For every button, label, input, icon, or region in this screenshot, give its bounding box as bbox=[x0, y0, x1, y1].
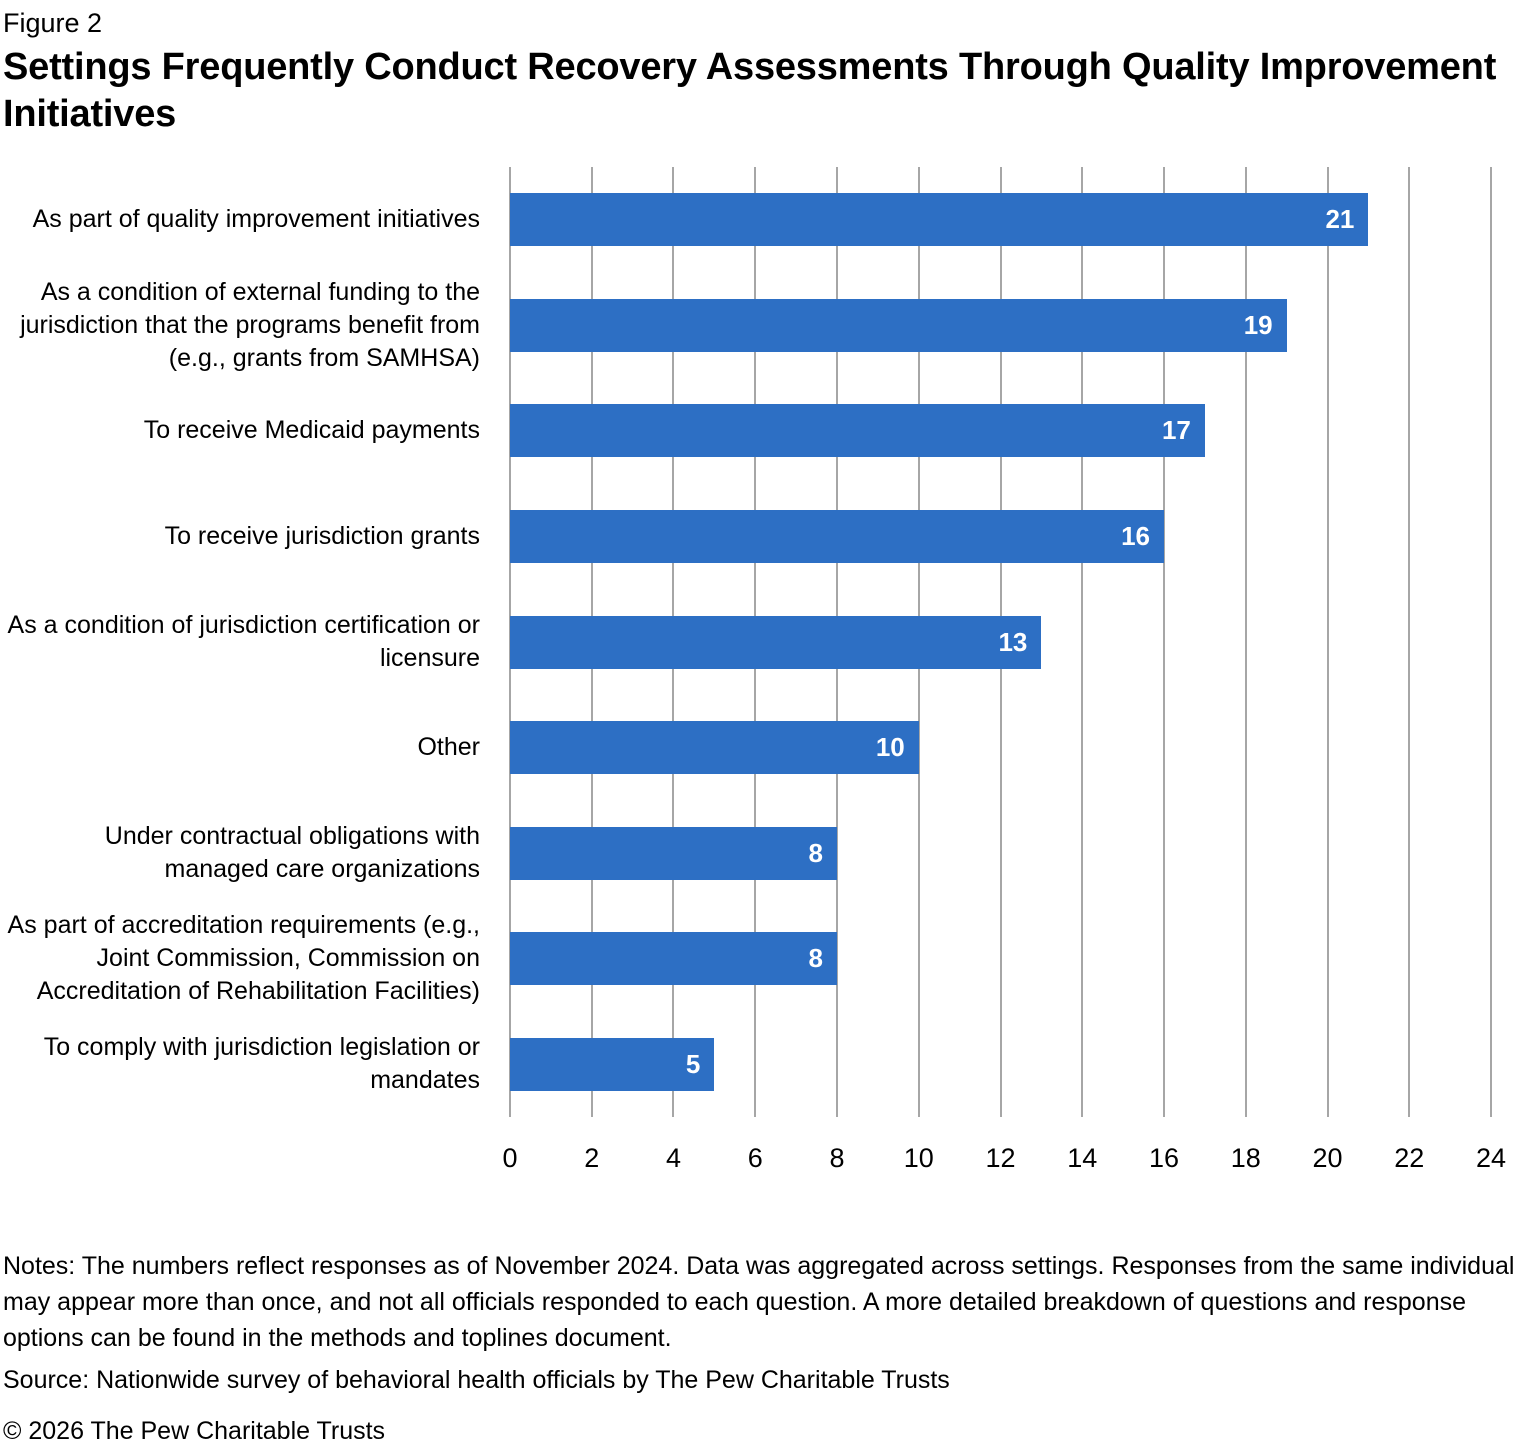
category-label: To comply with jurisdiction legislation … bbox=[43, 1033, 480, 1095]
copyright-text: © 2026 The Pew Charitable Trusts bbox=[3, 1417, 386, 1445]
x-tick-label: 10 bbox=[903, 1143, 934, 1173]
category-label: As part of quality improvement initiativ… bbox=[32, 205, 480, 234]
bar-value-label: 8 bbox=[808, 837, 823, 868]
source-text: Source: Nationwide survey of behavioral … bbox=[3, 1366, 950, 1394]
x-tick-label: 4 bbox=[665, 1143, 681, 1173]
x-tick-label: 12 bbox=[985, 1143, 1016, 1173]
x-tick-label: 8 bbox=[829, 1143, 845, 1173]
gridline bbox=[1081, 167, 1084, 1117]
bar-value-label: 13 bbox=[998, 626, 1028, 657]
gridline bbox=[1244, 167, 1247, 1117]
bar-value-label: 16 bbox=[1121, 520, 1150, 551]
bar: 19 bbox=[510, 298, 1287, 352]
x-tick-label: 6 bbox=[747, 1143, 763, 1173]
x-tick-label: 24 bbox=[1475, 1143, 1507, 1173]
bar: 16 bbox=[510, 509, 1164, 563]
x-tick-label: 16 bbox=[1148, 1143, 1180, 1173]
bar-value-label: 5 bbox=[685, 1048, 701, 1079]
bar: 21 bbox=[510, 193, 1369, 247]
category-label: Under contractual obligations with manag… bbox=[104, 822, 480, 884]
x-tick-label: 2 bbox=[584, 1143, 600, 1173]
gridline bbox=[1408, 167, 1411, 1117]
figure-label: Figure 2 bbox=[3, 8, 103, 38]
gridline bbox=[1162, 167, 1165, 1117]
x-tick-label: 20 bbox=[1312, 1143, 1343, 1173]
bar: 17 bbox=[510, 404, 1205, 458]
page-title: Settings Frequently Conduct Recovery Ass… bbox=[3, 46, 1497, 135]
bar: 13 bbox=[510, 615, 1042, 669]
gridline bbox=[1490, 167, 1492, 1117]
category-label: To receive jurisdiction grants bbox=[164, 521, 480, 550]
bar-value-label: 8 bbox=[808, 943, 823, 974]
bar: 10 bbox=[510, 721, 919, 775]
bar: 5 bbox=[510, 1037, 715, 1091]
category-label: As a condition of external funding to th… bbox=[20, 277, 480, 372]
bar-value-label: 19 bbox=[1243, 309, 1273, 340]
x-axis: 0 2 4 6 8 10 12 14 16 18 20 22 24 bbox=[502, 1143, 1506, 1183]
x-tick-label: 14 bbox=[1067, 1143, 1098, 1173]
plot-area: 21 19 17 16 13 10 8 8 5 bbox=[509, 167, 1492, 1117]
x-tick-label: 22 bbox=[1394, 1143, 1425, 1173]
bar: 8 bbox=[510, 932, 837, 986]
bar: 8 bbox=[510, 826, 837, 880]
bar-value-label: 21 bbox=[1325, 204, 1355, 235]
notes-text: Notes: The numbers reflect responses as … bbox=[3, 1252, 1515, 1352]
x-tick-label: 0 bbox=[502, 1143, 518, 1173]
gridline bbox=[1326, 167, 1329, 1117]
category-label: Other bbox=[417, 733, 480, 762]
category-label: As a condition of jurisdiction certifica… bbox=[7, 610, 480, 672]
bar-value-label: 10 bbox=[875, 732, 905, 763]
bar-value-label: 17 bbox=[1161, 415, 1191, 446]
category-label: To receive Medicaid payments bbox=[143, 416, 480, 445]
category-label: As part of accreditation requirements (e… bbox=[7, 911, 480, 1006]
x-tick-label: 18 bbox=[1230, 1143, 1261, 1173]
category-labels: As part of quality improvement initiativ… bbox=[0, 167, 486, 1117]
